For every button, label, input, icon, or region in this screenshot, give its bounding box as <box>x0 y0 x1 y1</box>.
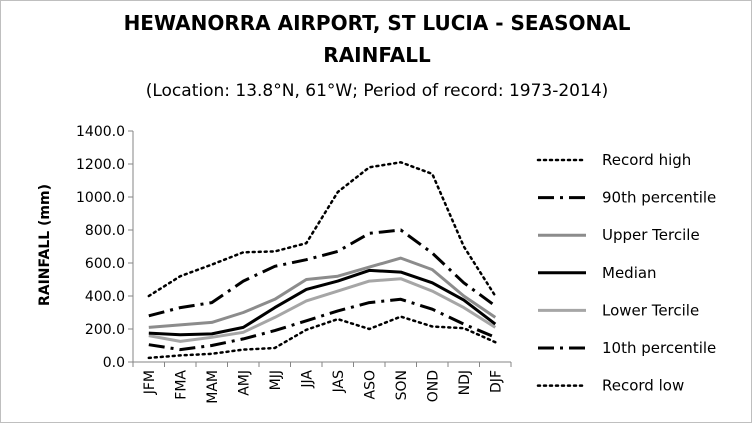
y-tick-label: 1400.0 <box>76 124 125 140</box>
x-tick-label: MAM <box>205 370 221 404</box>
y-tick-label: 1200.0 <box>76 157 125 173</box>
chart-title-line1: HEWANORRA AIRPORT, ST LUCIA - SEASONAL <box>124 11 631 35</box>
x-tick-label: FMA <box>173 370 189 400</box>
legend-label: 10th percentile <box>602 339 716 357</box>
series-line-upper-tercile <box>148 256 497 329</box>
chart-subtitle: (Location: 13.8°N, 61°W; Period of recor… <box>146 81 609 101</box>
x-tick-label: JAS <box>331 370 347 393</box>
legend-label: Lower Tercile <box>602 301 699 319</box>
x-tick-label: ASO <box>362 370 378 399</box>
y-tick-label: 800.0 <box>85 223 125 239</box>
y-axis-title: RAINFALL (mm) <box>37 184 53 306</box>
series-line-90th-percentile <box>148 228 497 318</box>
plot-area: 0.0 200.0 400.0 600.0 800.0 1000.0 1200.0 1400.… <box>76 124 512 404</box>
x-tick-label: MJJ <box>268 370 284 390</box>
series-line-record-low <box>147 315 497 360</box>
chart-title-line2: RAINFALL <box>323 43 431 67</box>
y-tick-label: 1000.0 <box>76 190 125 206</box>
x-tick-label: SON <box>394 370 410 400</box>
y-tick-label: 200.0 <box>85 322 125 338</box>
legend: Record high 90th percentile Upper Tercile M… <box>536 151 716 395</box>
x-tick-label: JJA <box>299 370 315 389</box>
y-tick-label: 400.0 <box>85 289 125 305</box>
legend-label: Record high <box>602 151 691 169</box>
legend-label: Record low <box>602 377 684 395</box>
x-tick-label: AMJ <box>236 370 252 396</box>
x-tick-label: DJF <box>488 370 504 393</box>
y-tick-label: 0.0 <box>103 355 125 371</box>
y-tick-label: 600.0 <box>85 256 125 272</box>
x-tick-label: JFM <box>142 370 158 395</box>
series-line-lower-tercile <box>148 277 497 343</box>
legend-label: Median <box>602 264 657 282</box>
legend-label: 90th percentile <box>602 189 716 207</box>
series-line-10th-percentile <box>148 297 496 352</box>
legend-label: Upper Tercile <box>602 226 700 244</box>
series-line-median <box>148 268 497 337</box>
x-tick-label: NDJ <box>457 370 473 395</box>
series-line-record-high <box>147 161 497 298</box>
x-tick-label: OND <box>425 370 441 402</box>
